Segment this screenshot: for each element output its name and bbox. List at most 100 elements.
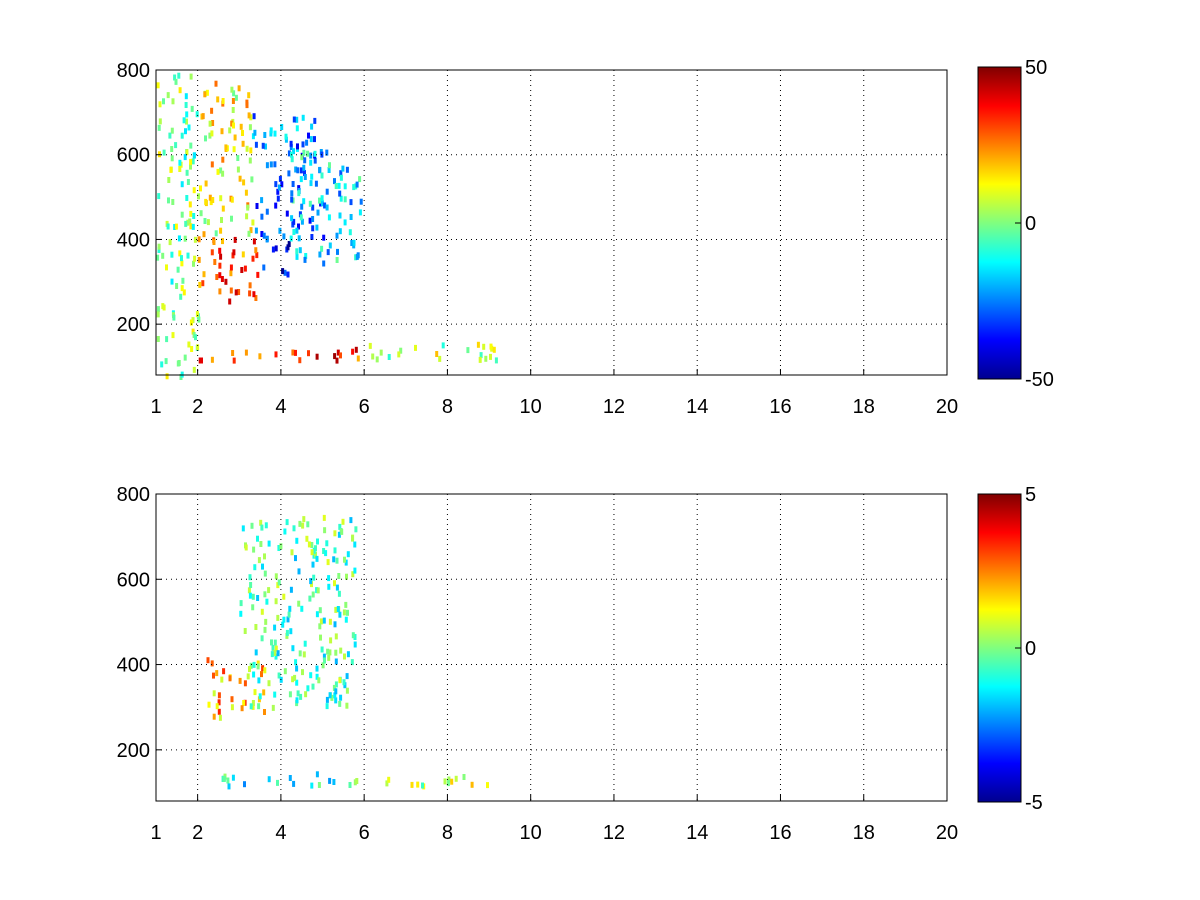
x-tick-label: 6 xyxy=(359,396,370,418)
heatmap-cell xyxy=(244,349,248,356)
heatmap-cell xyxy=(332,684,336,691)
x-tick-label: 8 xyxy=(442,822,453,844)
heatmap-cell xyxy=(334,633,338,640)
heatmap-cell xyxy=(343,219,347,226)
heatmap-cell xyxy=(198,281,202,288)
heatmap-cell xyxy=(368,342,372,349)
heatmap-cell xyxy=(274,653,278,660)
heatmap-cell xyxy=(301,522,305,529)
heatmap-region-5 xyxy=(289,148,363,267)
heatmap-cell xyxy=(192,187,196,194)
heatmap-cell xyxy=(421,782,424,789)
heatmap-cell xyxy=(353,634,357,640)
heatmap-cell xyxy=(233,134,237,141)
heatmap-cell xyxy=(462,774,466,780)
heatmap-cell xyxy=(191,158,195,165)
y-tick-label: 400 xyxy=(117,655,150,677)
heatmap-cell xyxy=(345,702,349,709)
heatmap-cell xyxy=(290,215,294,222)
heatmap-cell xyxy=(338,677,342,684)
heatmap-cell xyxy=(478,356,482,363)
heatmap-cell xyxy=(328,162,331,169)
heatmap-cell xyxy=(317,782,321,788)
heatmap-cell xyxy=(174,142,178,149)
heatmap-cell xyxy=(339,170,343,177)
heatmap-cell xyxy=(489,353,492,360)
heatmap-cell xyxy=(202,231,206,238)
heatmap-cell xyxy=(309,152,313,159)
heatmap-cell xyxy=(447,776,451,783)
heatmap-cell xyxy=(350,659,354,666)
heatmap-cell xyxy=(338,523,342,530)
heatmap-cell xyxy=(311,225,315,232)
y-tick-label: 800 xyxy=(117,60,150,82)
heatmap-cell xyxy=(327,575,331,582)
heatmap-region-3 xyxy=(221,771,359,790)
heatmap-cell xyxy=(316,587,320,594)
heatmap-cell xyxy=(300,154,304,161)
heatmap-cell xyxy=(249,662,253,669)
heatmap-cell xyxy=(156,336,160,342)
heatmap-cell xyxy=(269,127,273,134)
heatmap-cell xyxy=(349,214,353,220)
heatmap-cell xyxy=(387,354,391,360)
heatmap-cell xyxy=(251,593,255,600)
heatmap-cell xyxy=(317,677,321,684)
heatmap-cell xyxy=(261,665,265,672)
heatmap-cell xyxy=(232,146,236,153)
heatmap-cell xyxy=(262,264,266,271)
heatmap-cell xyxy=(307,350,310,357)
heatmap-cell xyxy=(292,218,296,225)
heatmap-cell xyxy=(323,202,327,209)
heatmap-cell xyxy=(201,113,205,120)
heatmap-region-3 xyxy=(262,241,291,278)
heatmap-cell xyxy=(219,253,223,260)
heatmap-cell xyxy=(310,782,314,789)
heatmap-cell xyxy=(325,149,329,156)
heatmap-cell xyxy=(248,666,251,673)
heatmap-cell xyxy=(199,210,203,217)
heatmap-cell xyxy=(345,687,349,694)
heatmap-cell xyxy=(234,289,238,296)
heatmap-cell xyxy=(161,303,165,310)
heatmap-cell xyxy=(339,195,343,202)
heatmap-cell xyxy=(197,256,201,263)
heatmap-cell xyxy=(192,213,196,219)
heatmap-cell xyxy=(283,668,287,675)
heatmap-cell xyxy=(239,600,243,607)
heatmap-cell xyxy=(180,181,184,188)
heatmap-cell xyxy=(278,175,282,182)
heatmap-cell xyxy=(260,231,264,237)
heatmap-cell xyxy=(353,541,357,548)
heatmap-cell xyxy=(338,212,342,219)
heatmap-cell xyxy=(298,650,302,657)
heatmap-cell xyxy=(254,247,258,254)
heatmap-cell xyxy=(333,530,337,537)
heatmap-cell xyxy=(302,198,306,205)
heatmap-cell xyxy=(260,608,264,615)
heatmap-cell xyxy=(262,689,266,696)
heatmap-cell xyxy=(300,605,304,612)
heatmap-cell xyxy=(193,236,197,243)
heatmap-cell xyxy=(313,157,317,164)
heatmap-cell xyxy=(241,525,245,532)
x-tick-label: 4 xyxy=(275,822,286,844)
heatmap-cell xyxy=(228,298,232,305)
heatmap-cell xyxy=(185,118,188,125)
heatmap-cell xyxy=(265,162,269,169)
x-tick-label: 12 xyxy=(603,396,625,418)
heatmap-cell xyxy=(308,217,312,224)
heatmap-cell xyxy=(247,587,251,594)
heatmap-cell xyxy=(328,649,332,656)
heatmap-cell xyxy=(208,120,212,127)
heatmap-cell xyxy=(267,680,271,687)
heatmap-cell xyxy=(254,624,258,630)
heatmap-cell xyxy=(229,264,233,271)
heatmap-cell xyxy=(339,647,343,654)
heatmap-cell xyxy=(454,775,458,782)
heatmap-cell xyxy=(239,123,243,130)
heatmap-cell xyxy=(166,223,170,230)
heatmap-cell xyxy=(184,93,188,100)
heatmap-cell xyxy=(173,224,177,230)
heatmap-cell xyxy=(333,692,337,699)
